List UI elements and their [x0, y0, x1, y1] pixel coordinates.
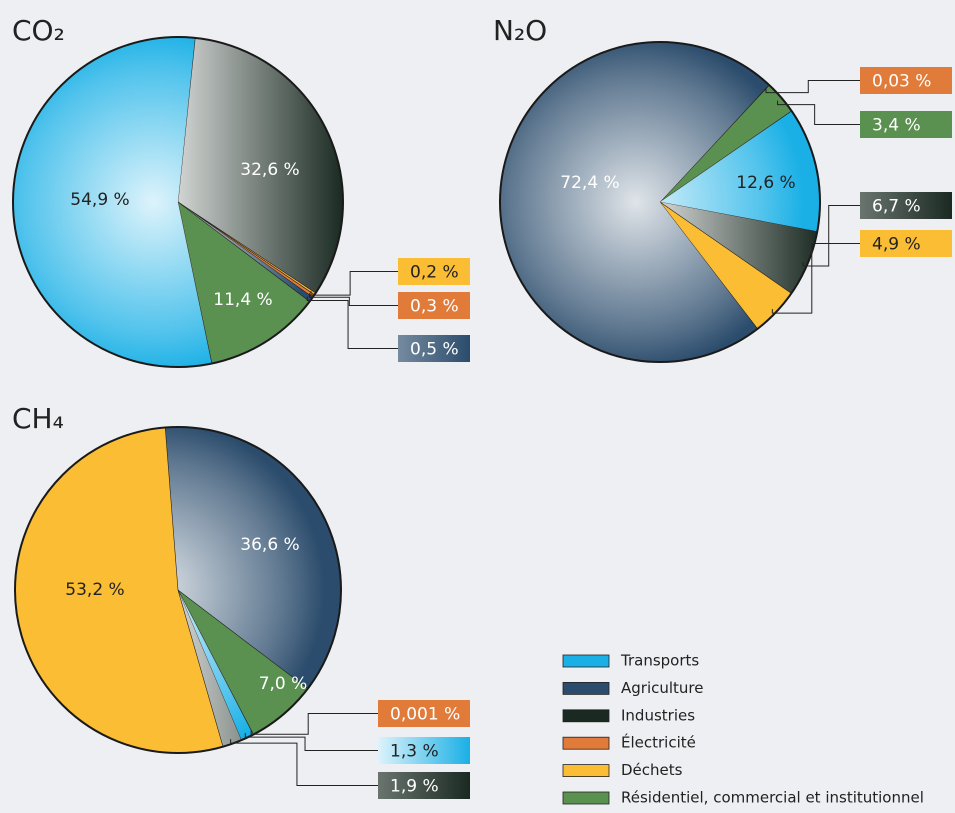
leader-line — [309, 293, 398, 306]
data-label: 1,9 % — [390, 777, 439, 797]
legend-label: Déchets — [621, 761, 683, 779]
data-label: 0,3 % — [410, 297, 459, 317]
leader-line — [765, 80, 860, 94]
leader-line — [244, 733, 378, 751]
leader-line — [250, 713, 378, 735]
label-box — [860, 111, 952, 138]
legend-swatch — [562, 709, 610, 723]
leader-line — [771, 243, 860, 314]
chart-title: CH₄ — [12, 402, 64, 435]
legend-swatch — [562, 764, 610, 777]
legend-label: Électricité — [621, 733, 696, 752]
data-label: 0,2 % — [410, 263, 459, 283]
legend-label: Industries — [621, 706, 695, 724]
data-label: 0,001 % — [390, 705, 460, 725]
data-label: 6,7 % — [872, 197, 921, 217]
data-label: 1,3 % — [390, 742, 439, 762]
label-box — [398, 292, 470, 319]
legend-swatch — [562, 791, 610, 805]
legend-swatch — [562, 654, 610, 668]
chart-title: CO₂ — [12, 14, 65, 47]
data-label: 7,0 % — [259, 674, 308, 694]
leader-line — [306, 296, 398, 349]
label-box — [860, 230, 952, 257]
legend-label: Agriculture — [621, 679, 704, 697]
label-box — [378, 700, 470, 727]
legend-swatch — [562, 736, 610, 750]
leader-line — [310, 271, 398, 296]
label-box — [860, 67, 952, 94]
data-label: 36,6 % — [240, 535, 299, 555]
data-label: 53,2 % — [65, 580, 124, 600]
chart-title: N₂O — [493, 14, 547, 47]
data-label: 0,5 % — [410, 340, 459, 360]
data-label: 0,03 % — [872, 72, 931, 92]
legend-label: Résidentiel, commercial et institutionne… — [621, 789, 924, 807]
leader-line — [230, 739, 378, 786]
data-label: 3,4 % — [872, 116, 921, 136]
data-label: 4,9 % — [872, 235, 921, 255]
data-label: 11,4 % — [213, 290, 272, 310]
data-label: 72,4 % — [560, 173, 619, 193]
leader-line — [777, 100, 860, 125]
data-label: 54,9 % — [70, 190, 129, 210]
legend-label: Transports — [620, 652, 699, 670]
data-label: 12,6 % — [736, 173, 795, 193]
label-box — [398, 258, 470, 285]
legend-swatch — [562, 682, 610, 695]
data-label: 32,6 % — [240, 160, 299, 180]
leader-line — [802, 205, 860, 267]
